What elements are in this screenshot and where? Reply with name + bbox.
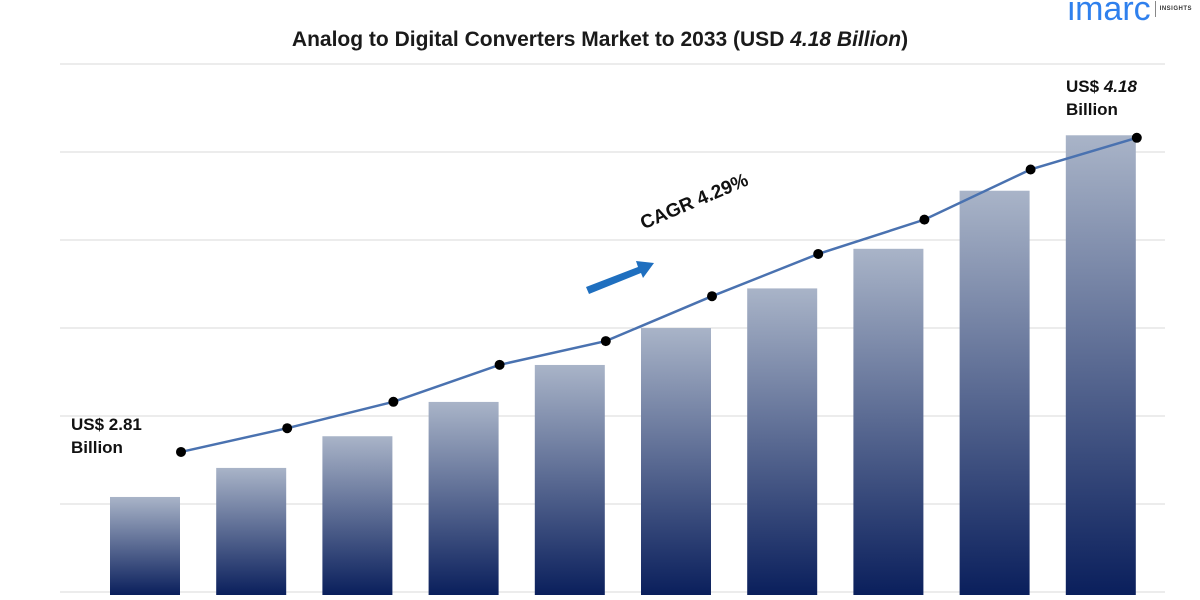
bar-3 [322,436,393,595]
bar-10 [1065,135,1136,595]
start-unit: Billion [71,438,123,457]
bar-8 [853,248,924,596]
title-main: Analog to Digital Converters Market to 2… [291,28,791,51]
bar-5 [534,364,605,595]
start-value-label: US$ 2.81 Billion [71,413,142,459]
end-value-label: US$ 4.18 Billion [1066,75,1137,121]
trend-point-7 [813,248,824,259]
bar-4 [428,401,499,595]
bars [110,135,1136,596]
trend-point-8 [919,214,930,225]
logo-divider [1154,1,1156,17]
logo-subtitle: INSIGHTS [1159,6,1192,12]
trend-point-6 [707,291,717,302]
trend-point-3 [388,396,399,407]
logo-wordmark: imarc [1067,0,1151,28]
title-close: ) [901,28,909,51]
growth-arrow [586,261,654,294]
trend-point-5 [600,336,611,347]
bar-9 [959,190,1030,595]
trend-point-2 [282,423,293,434]
end-unit: Billion [1066,100,1118,119]
chart-title: Analog to Digital Converters Market to 2… [0,28,1200,52]
trend-point-9 [1025,164,1036,175]
title-value: 4.18 Billion [790,28,902,51]
trend-point-10 [1131,132,1142,143]
trend-point-1 [176,446,186,457]
trend-point-4 [494,359,505,370]
imarc-logo: imarc INSIGHTS [1068,0,1192,26]
start-currency: US$ 2.81 [71,415,142,434]
trend-polyline [180,136,1138,454]
bar-6 [641,328,711,595]
bar-1 [110,496,180,595]
bar-2 [216,467,287,595]
bar-7 [747,288,818,595]
end-currency: US$ [1066,77,1100,96]
trend-line [176,132,1142,457]
growth-arrow-shape [586,261,654,294]
end-value: 4.18 [1103,77,1137,96]
